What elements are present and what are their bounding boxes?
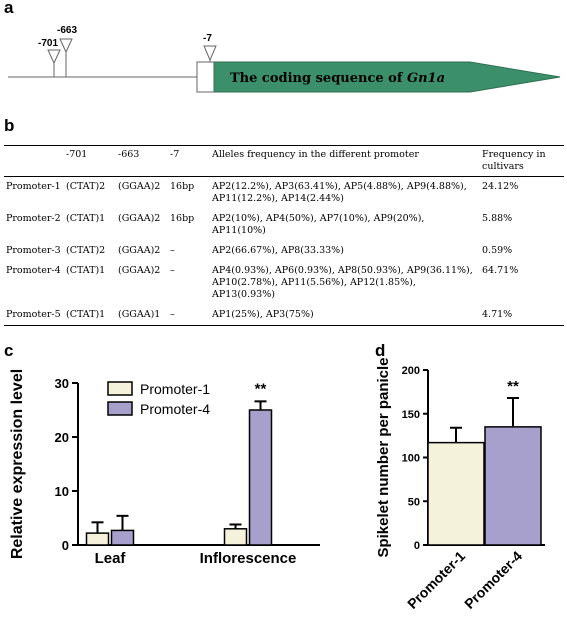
table-cell-p7: – [170,265,175,276]
table-cell-p701: (CTAT)2 [66,245,106,256]
significance-annotation: ** [507,378,519,395]
marker-7: -7 [203,33,217,62]
marker-663-label: -663 [57,25,77,36]
panel-b-label: b [4,116,15,135]
x-tick-label: Promoter-4 [461,548,525,612]
table-cell-p701: (CTAT)2 [66,181,106,192]
table-cell-alleles: AP4(0.93%), AP6(0.93%), AP8(50.93%), AP9… [212,265,473,300]
table-cell-p663: (GGAA)2 [118,245,161,256]
panel-a-label: a [4,0,14,17]
table-cell-alleles: AP2(66.67%), AP8(33.33%) [212,245,344,256]
y-axis-label: Spikelet number per panicle [375,357,392,557]
table-cell-p701: (CTAT)1 [66,213,106,224]
legend-label: Promoter-1 [140,381,210,397]
bar-promoter-1 [427,441,485,546]
x-tick-label: Leaf [95,550,127,567]
table-cell-p663: (GGAA)2 [118,265,161,276]
legend-label: Promoter-4 [140,401,210,417]
marker-663: -663 [57,25,77,77]
table-cell-p701: (CTAT)1 [66,265,106,276]
header-alleles: Alleles frequency in the different promo… [210,145,480,177]
bar-promoter-4-inflorescence [248,409,273,546]
gene-label: The coding sequence of Gn1a [230,71,445,86]
table-cell-freq: 5.88% [482,213,513,224]
marker-701: -701 [38,38,61,77]
panel-d-label: d [375,341,386,360]
table-cell-p7: 16bp [170,181,195,192]
legend-swatch [107,381,133,396]
table-row: Promoter-1 (CTAT)2 (GGAA)2 16bp AP2(12.2%), … [4,177,564,210]
table-cell-p663: (GGAA)1 [116,305,168,326]
header-701: -701 [64,145,116,177]
table-cell-alleles: AP2(10%), AP4(50%), AP7(10%), AP9(20%), … [212,213,425,236]
table-cell-freq: 4.71% [480,305,564,326]
y-axis-label: Relative expression level [9,369,26,559]
header-7: -7 [168,145,210,177]
significance-annotation: ** [255,380,267,397]
legend-swatch [107,401,133,416]
x-tick-label: Promoter-1 [404,548,468,612]
coding-sequence-arrow [213,61,561,93]
table-cell-p663: (GGAA)2 [118,213,161,224]
table-cell-alleles: AP2(12.2%), AP3(63.41%), AP5(4.88%), AP9… [212,181,467,204]
table-cell-name: Promoter-4 [6,265,61,276]
table-cell-alleles: AP1(25%), AP3(75%) [210,305,480,326]
y-tick-label: 200 [402,365,420,377]
y-tick-label: 20 [55,430,69,445]
y-tick-label: 30 [55,376,69,391]
table-cell-p701: (CTAT)1 [64,305,116,326]
table-row: Promoter-4 (CTAT)1 (GGAA)2– AP4(0.93%), AP6… [4,261,564,305]
table-cell-p663: (GGAA)2 [118,181,161,192]
table-cell-p7: 16bp [170,213,195,224]
marker-701-label: -701 [38,38,58,49]
table-cell-p7: – [170,245,175,256]
header-frequency: Frequency in cultivars [480,145,564,177]
bar-promoter-4-leaf [110,529,135,546]
allele-table: -701 -663 -7 Alleles frequency in the di… [4,145,564,326]
table-cell-name: Promoter-5 [4,305,64,326]
bar-promoter-1-leaf [85,532,110,546]
y-tick-label: 10 [55,484,69,499]
expression-chart: Relative expression level 0 10 20 30 Leaf Infl… [9,369,320,567]
panel-c-label: c [4,341,14,360]
header-663: -663 [116,145,168,177]
y-tick-label: 100 [402,453,420,465]
table-cell-freq: 0.59% [482,245,513,256]
table-cell-name: Promoter-2 [6,213,61,224]
bar-promoter-4 [484,426,542,546]
table-row: Promoter-5 (CTAT)1 (GGAA)1– AP1(25%), AP3(7… [4,305,564,326]
y-tick-label: 50 [408,496,420,508]
table-cell-p7: – [168,305,210,326]
y-tick-label: 0 [62,538,69,553]
utr-box [196,61,215,93]
table-header-row: -701 -663 -7 Alleles frequency in the di… [4,145,564,177]
y-tick-label: 150 [402,409,420,421]
table-row: Promoter-2 (CTAT)1 (GGAA)2 16bp AP2(10%), AP… [4,209,564,241]
table-row: Promoter-3 (CTAT)2 (GGAA)2– AP2(66.67%), AP… [4,241,564,261]
header-name [4,145,64,177]
x-tick-label: Inflorescence [200,550,297,567]
bar-promoter-1-inflorescence [223,528,248,546]
spikelet-chart: Spikelet number per panicle 0 50 100 150 200 P… [375,357,545,612]
y-tick-label: 0 [414,540,420,552]
table-cell-name: Promoter-1 [6,181,61,192]
marker-7-label: -7 [203,33,212,44]
table-cell-name: Promoter-3 [6,245,61,256]
table-cell-freq: 64.71% [482,265,519,276]
gene-diagram: -701 -663 -7 The coding sequence of Gn1a [8,25,561,93]
table-cell-freq: 24.12% [482,181,519,192]
